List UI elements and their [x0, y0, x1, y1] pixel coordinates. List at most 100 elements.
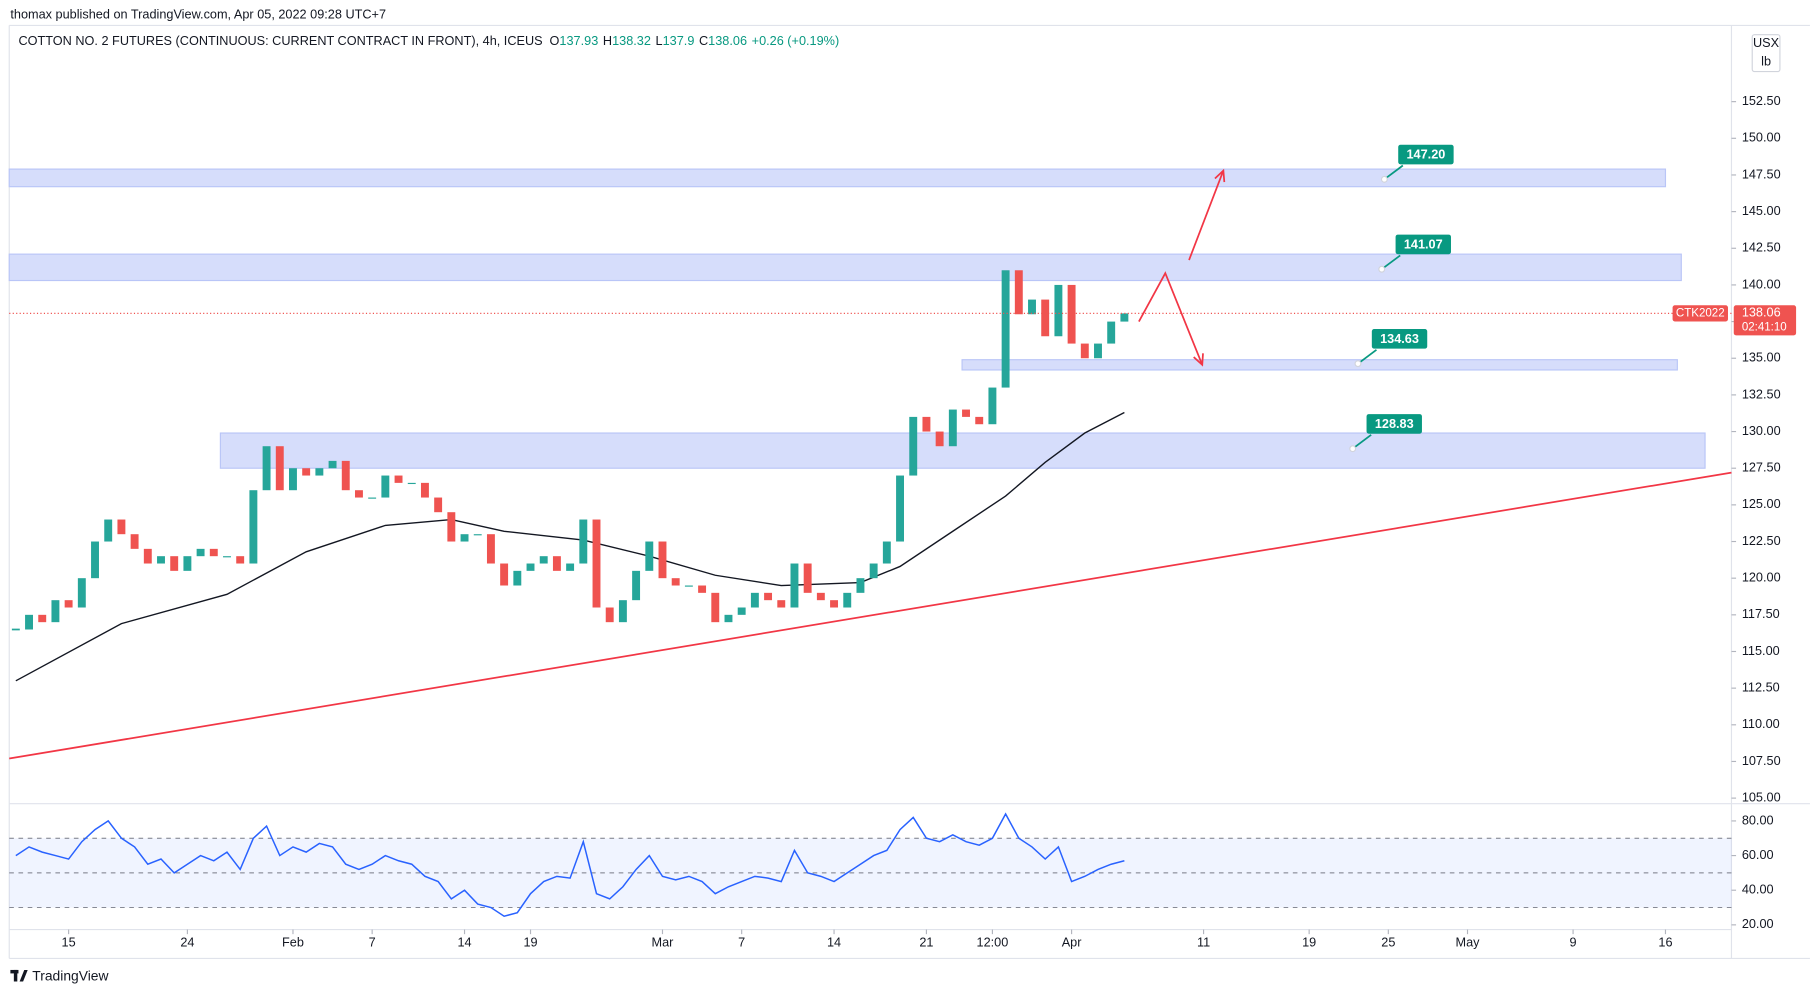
candle	[671, 578, 680, 586]
x-tick-label: 21	[919, 936, 933, 950]
candle	[1120, 313, 1129, 322]
x-tick-label: 7	[738, 936, 745, 950]
y-tick-label: 120.00	[1742, 571, 1781, 585]
candle	[843, 592, 852, 608]
rsi-tick-label: 40.00	[1742, 883, 1774, 897]
candle	[882, 541, 891, 564]
candle	[209, 548, 218, 557]
candle	[328, 460, 337, 469]
rsi-tick-label: 20.00	[1742, 917, 1774, 931]
zone	[219, 432, 1706, 469]
candle	[790, 563, 799, 608]
zone-label: 128.83	[1375, 417, 1414, 431]
zone-label-pointer	[1357, 349, 1377, 365]
y-tick-label: 145.00	[1742, 204, 1781, 218]
x-tick-label: 11	[1197, 936, 1210, 950]
trendline	[9, 471, 1732, 760]
candle	[381, 475, 390, 498]
y-tick-label: 132.50	[1742, 387, 1781, 401]
arrow-head	[1193, 353, 1204, 367]
x-tick-label: Feb	[282, 936, 304, 950]
y-tick-label: 115.00	[1742, 644, 1780, 658]
projection	[1188, 170, 1225, 261]
zone-label-box	[1398, 144, 1454, 165]
candle	[618, 600, 627, 623]
candle	[117, 519, 126, 535]
candle	[1107, 321, 1116, 344]
symbol-tag: CTK2022	[1676, 307, 1725, 319]
candle	[566, 563, 575, 571]
candle	[223, 556, 231, 558]
candle	[816, 592, 825, 601]
candle	[64, 600, 73, 608]
candle	[962, 409, 970, 417]
candle	[1041, 299, 1050, 337]
candle	[896, 475, 904, 542]
y-tick-label: 147.50	[1742, 167, 1781, 181]
candle	[605, 607, 614, 623]
candle	[434, 497, 443, 513]
zone	[8, 168, 1667, 188]
candle	[104, 519, 113, 542]
ohlc-value: 138.06	[708, 34, 748, 49]
ohlc-label: H	[602, 34, 613, 49]
x-tick-label: 25	[1381, 936, 1395, 950]
candle	[645, 541, 654, 571]
candle	[777, 600, 786, 608]
y-tick-label: 150.00	[1742, 131, 1781, 145]
y-tick-label: 105.00	[1742, 790, 1781, 804]
symbol-legend: COTTON NO. 2 FUTURES (CONTINUOUS: CURREN…	[18, 35, 839, 49]
candle	[684, 585, 693, 587]
currency-box[interactable]	[1751, 34, 1781, 73]
zone-label-anchor	[1349, 445, 1357, 453]
candle	[302, 468, 311, 476]
y-tick-label: 107.50	[1742, 754, 1781, 768]
footer-logo	[10, 969, 28, 982]
zone-label: 134.63	[1380, 332, 1419, 346]
candle	[658, 541, 667, 579]
change: +0.26 (+0.19%)	[751, 34, 840, 49]
candle	[513, 570, 522, 586]
zone-label-box	[1371, 329, 1428, 349]
candle	[698, 585, 707, 593]
candle	[764, 592, 773, 601]
candle	[130, 534, 139, 549]
candle	[948, 409, 957, 447]
arrow-head	[1214, 168, 1226, 183]
x-tick-label: 19	[523, 936, 537, 950]
candle	[1054, 284, 1063, 337]
zone	[8, 253, 1682, 282]
candle	[922, 416, 931, 432]
candle	[1080, 343, 1089, 359]
candle	[909, 416, 918, 476]
ohlc-value: 138.32	[612, 34, 651, 49]
zone-label-box	[1366, 414, 1422, 434]
rsi-tick-label: 80.00	[1742, 813, 1774, 827]
currency: USX	[1753, 36, 1780, 50]
x-tick-label: Mar	[652, 936, 675, 950]
candle	[803, 563, 812, 593]
ohlc-label: C	[699, 34, 709, 49]
candle	[869, 563, 878, 579]
x-tick-label: 16	[1658, 936, 1672, 950]
candle	[249, 490, 258, 564]
countdown: 02:41:10	[1742, 321, 1787, 333]
symbol-title: COTTON NO. 2 FUTURES (CONTINUOUS: CURREN…	[18, 34, 543, 49]
y-tick-label: 127.50	[1742, 461, 1781, 475]
candle	[275, 446, 284, 491]
symbol-tag-box	[1672, 305, 1728, 322]
zone-label-anchor	[1380, 175, 1388, 183]
candle	[935, 431, 944, 447]
candle	[632, 570, 641, 601]
zone-label-anchor	[1378, 265, 1386, 273]
x-tick-label: 12:00	[977, 936, 1009, 950]
candle	[394, 475, 403, 483]
candle	[1001, 270, 1010, 388]
zone	[961, 359, 1678, 371]
candle	[750, 592, 759, 608]
y-tick-label: 112.50	[1742, 681, 1780, 695]
candle	[157, 556, 165, 564]
y-tick-label: 125.00	[1742, 497, 1781, 511]
